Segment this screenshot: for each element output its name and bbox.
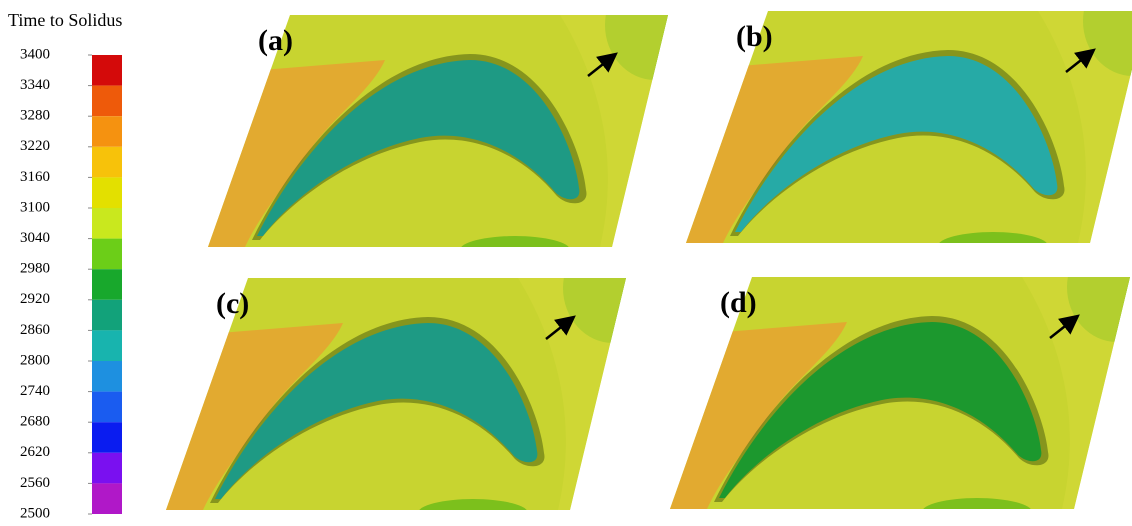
colorbar-band [92, 361, 122, 392]
colorbar-tick-label: 2500 [20, 505, 50, 521]
colorbar-band [92, 177, 122, 208]
green-bottom [938, 232, 1048, 260]
panels: (a) (b) (c) (d) [158, 0, 1132, 521]
colorbar-band [92, 392, 122, 423]
colorbar-tick-label: 3220 [20, 138, 50, 154]
panel: (c) [158, 233, 663, 521]
colorbar-band [92, 147, 122, 178]
legend-title: Time to Solidus [8, 10, 122, 30]
colorbar-band [92, 300, 122, 331]
colorbar-tick-label: 3040 [20, 230, 50, 246]
colorbar-tick-label: 2680 [20, 414, 50, 430]
panel: (d) [662, 232, 1132, 521]
colorbar-band [92, 269, 122, 300]
colorbar-tick-label: 3340 [20, 77, 50, 93]
colorbar-tick-label: 2620 [20, 444, 50, 460]
figure: Time to Solidus 3400 3340 3280 3220 3160 3100… [0, 0, 1132, 521]
panel-label: (d) [720, 286, 757, 319]
panel-label: (c) [216, 287, 249, 320]
colorbar-tick-label: 3100 [20, 199, 50, 215]
colorbar-tick-label: 2800 [20, 352, 50, 368]
colorbar-band [92, 422, 122, 453]
green-bottom [460, 236, 570, 264]
colorbar-tick-label: 3160 [20, 169, 50, 185]
colorbar-tick-label: 3400 [20, 46, 50, 62]
colorbar-band [92, 55, 122, 86]
panel: (b) [678, 0, 1132, 260]
colorbar-band [92, 116, 122, 147]
colorbar: 3400 3340 3280 3220 3160 3100 3040 2980 2920 2860… [20, 46, 122, 521]
colorbar-band [92, 208, 122, 239]
colorbar-tick-label: 2860 [20, 322, 50, 338]
colorbar-tick-label: 2560 [20, 475, 50, 491]
panel: (a) [200, 0, 705, 264]
colorbar-band [92, 453, 122, 484]
panel-label: (a) [258, 24, 293, 57]
colorbar-band [92, 483, 122, 514]
colorbar-band [92, 239, 122, 270]
panel-label: (b) [736, 20, 773, 53]
colorbar-band [92, 330, 122, 361]
colorbar-tick-label: 2740 [20, 383, 50, 399]
colorbar-band [92, 86, 122, 117]
colorbar-tick-label: 2980 [20, 261, 50, 277]
colorbar-tick-label: 2920 [20, 291, 50, 307]
colorbar-tick-label: 3280 [20, 108, 50, 124]
